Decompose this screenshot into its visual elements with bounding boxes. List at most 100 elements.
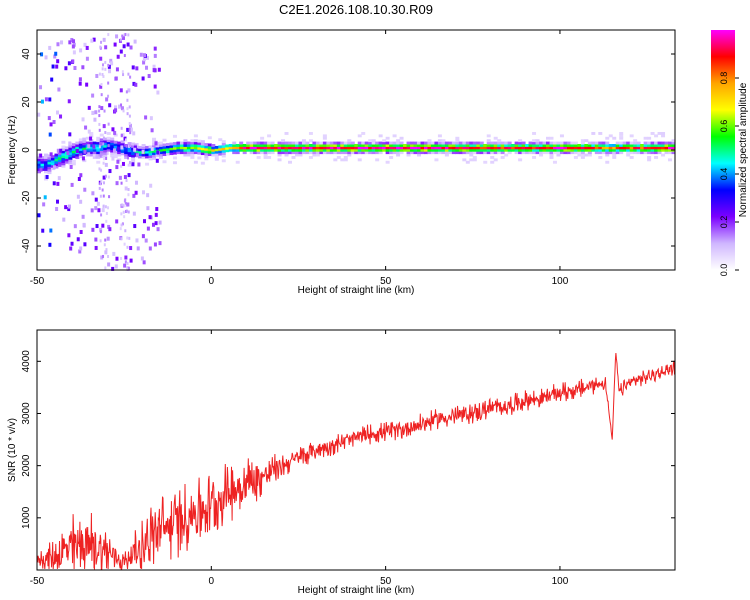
spectrogram-cell: [47, 156, 52, 160]
spectrogram-cell: [298, 153, 303, 157]
spectrogram-cell: [94, 206, 98, 211]
spectrogram-cell: [242, 151, 247, 155]
spectrogram-cell: [106, 139, 111, 143]
spectrogram-cell: [115, 165, 119, 170]
spectrogram-cell: [99, 155, 104, 159]
spectrogram-cell: [518, 146, 523, 150]
spectrogram-cell: [566, 141, 571, 145]
spectrogram-cell: [664, 144, 669, 147]
spectrogram-cell: [350, 144, 355, 147]
spectrogram-cell: [100, 82, 103, 86]
spectrogram-cell: [124, 153, 129, 157]
spectrogram-cell: [539, 153, 544, 157]
spectrogram-cell: [664, 151, 669, 155]
spectrogram-cell: [49, 228, 53, 233]
spectrogram-cell: [343, 141, 348, 145]
spectrogram-cell: [260, 144, 265, 147]
spectrogram-cell: [45, 174, 49, 179]
spectrogram-cell: [654, 134, 659, 138]
spectrogram-cell: [601, 146, 606, 150]
spectrogram-cell: [103, 140, 108, 143]
spectrogram-cell: [108, 195, 111, 199]
spectrogram-cell: [221, 159, 226, 163]
spectrogram-cell: [98, 128, 101, 132]
spectrogram-cell: [626, 146, 631, 150]
spectrogram-cell: [584, 146, 589, 150]
spectrogram-cell: [183, 141, 188, 145]
spectrogram-cell: [267, 134, 272, 138]
spectrogram-cell: [85, 136, 90, 140]
spectrogram-cell: [142, 260, 146, 265]
spectrogram-cell: [542, 151, 547, 155]
spectrogram-cell: [95, 154, 99, 159]
spectrogram-cell: [133, 147, 137, 152]
spectrogram-cell: [448, 146, 453, 150]
spectrogram-cell: [105, 156, 108, 160]
spectrogram-cell: [598, 151, 603, 155]
spectrogram-cell: [532, 148, 537, 152]
spectrogram-cell: [472, 151, 477, 155]
spectrogram-cell: [136, 246, 140, 251]
spectrogram-cell: [552, 151, 557, 155]
spectrogram-cell: [556, 148, 561, 152]
spectrogram-cell: [357, 141, 362, 145]
spectrogram-cell: [462, 146, 467, 150]
spectrogram-cell: [176, 146, 181, 150]
spectrogram-cell: [61, 148, 66, 151]
spectrogram-cell: [587, 146, 592, 150]
spectrogram-cell: [40, 52, 44, 57]
spectrogram-cell: [61, 162, 66, 166]
spectrogram-cell: [591, 144, 596, 147]
spectrogram-cell: [326, 148, 331, 152]
spectrogram-cell: [479, 141, 484, 145]
spectrogram-cell: [37, 165, 41, 169]
spectrogram-cell: [528, 151, 533, 155]
spectrogram-cell: [141, 76, 145, 81]
spectrogram-cell: [51, 64, 55, 69]
spectrogram-cell: [396, 148, 401, 152]
spectrogram-cell: [48, 132, 52, 137]
spectrogram-cell: [563, 148, 568, 152]
spectrogram-cell: [99, 56, 103, 61]
spectrogram-cell: [193, 148, 198, 152]
spectrogram-cell: [444, 153, 449, 157]
spectrogram-cell: [329, 141, 334, 145]
spectrogram-cell: [124, 260, 127, 264]
spectrogram-cell: [54, 153, 59, 157]
spectrogram-cell: [507, 141, 512, 145]
spectrogram-cell: [47, 161, 52, 165]
spectrogram-cell: [99, 230, 102, 234]
spectrogram-cell: [54, 163, 59, 167]
spectrogram-cell: [70, 241, 74, 246]
spectrogram-cell: [361, 144, 366, 147]
spectrogram-cell: [186, 148, 191, 152]
spectrogram-cell: [179, 148, 184, 152]
spectrogram-cell: [127, 210, 130, 214]
spectrogram-cell: [119, 49, 123, 54]
spectrogram-cell: [392, 141, 397, 145]
spectrogram-cell: [514, 146, 519, 150]
spectrogram-cell: [587, 148, 592, 152]
spectrogram-cell: [72, 50, 76, 55]
spectrogram-cell: [343, 144, 348, 147]
spectrogram-cell: [197, 156, 202, 160]
spectrogram-cell: [81, 156, 85, 161]
spectrogram-cell: [288, 146, 293, 150]
spectrogram-cell: [100, 255, 104, 260]
spectrogram-cell: [650, 141, 655, 145]
spectrogram-cell: [102, 254, 105, 258]
spectrogram-panel: -50 0 50 100 -40 -20 0 20 40 Height of straight…: [7, 29, 676, 296]
spectrogram-cell: [608, 148, 613, 152]
spectrogram-cell: [654, 146, 659, 150]
spectrogram-cell: [57, 161, 62, 165]
spectrogram-cell: [150, 128, 154, 133]
y-tick-label: 40: [21, 48, 32, 60]
spectrogram-cell: [159, 144, 164, 147]
spectrogram-cell: [427, 148, 432, 152]
spectrogram-cell: [249, 141, 254, 145]
spectrogram-cell: [50, 155, 55, 159]
spectrogram-cell: [643, 151, 648, 155]
spectrogram-cell: [444, 151, 449, 155]
spectrogram-cell: [64, 158, 69, 162]
spectrogram-cell: [197, 151, 202, 155]
